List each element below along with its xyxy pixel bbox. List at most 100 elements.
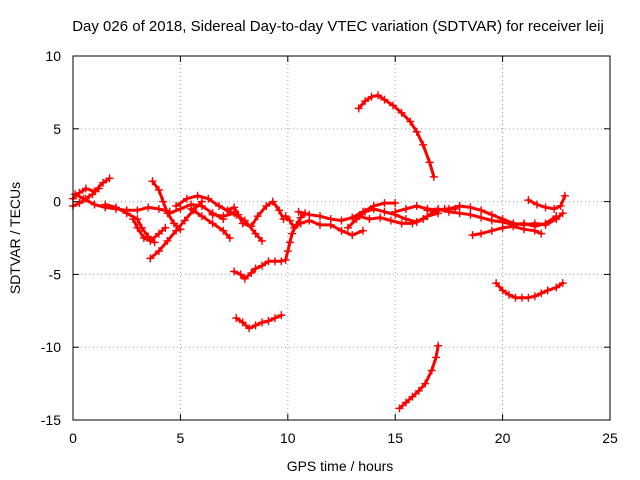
data-point <box>283 247 292 256</box>
data-point <box>552 212 561 221</box>
data-point <box>498 223 507 232</box>
data-point <box>509 222 518 231</box>
data-point <box>380 199 389 208</box>
data-point <box>290 223 299 232</box>
x-tick-label: 20 <box>495 430 511 446</box>
data-point <box>541 203 550 212</box>
data-point <box>558 279 567 288</box>
data-point <box>432 353 441 362</box>
data-point <box>144 203 153 212</box>
data-point <box>296 219 305 228</box>
chart-title: Day 026 of 2018, Sidereal Day-to-day VTE… <box>72 18 604 35</box>
data-point <box>316 212 325 221</box>
data-point <box>558 209 567 218</box>
data-point <box>498 286 507 295</box>
data-point <box>427 366 436 375</box>
data-point <box>466 203 475 212</box>
data-point <box>505 290 514 299</box>
data-point <box>376 213 385 222</box>
data-point <box>397 108 406 117</box>
data-point <box>530 292 539 301</box>
data-point <box>343 223 352 232</box>
data-point <box>281 212 290 221</box>
data-point <box>172 226 181 235</box>
data-point <box>487 226 496 235</box>
data-point <box>380 95 389 104</box>
data-point <box>247 222 256 231</box>
data-point <box>419 140 428 149</box>
y-tick-label: -5 <box>49 266 62 282</box>
data-point <box>71 190 80 199</box>
series-line <box>284 214 365 237</box>
data-point <box>466 210 475 219</box>
data-point <box>258 236 267 245</box>
data-point <box>182 194 191 203</box>
series-arc-13 <box>230 257 286 283</box>
data-point <box>477 229 486 238</box>
data-point <box>208 210 217 219</box>
data-point <box>163 236 172 245</box>
data-point <box>281 255 290 264</box>
y-tick-label: -10 <box>41 339 61 355</box>
series-line <box>151 179 182 231</box>
data-point <box>414 386 423 395</box>
data-point <box>412 127 421 136</box>
data-point <box>386 216 395 225</box>
data-point <box>487 216 496 225</box>
y-tick-label: 0 <box>53 194 61 210</box>
data-point <box>556 201 565 210</box>
data-point <box>429 172 438 181</box>
data-point <box>258 318 267 327</box>
data-point <box>253 212 262 221</box>
series-line <box>226 200 285 228</box>
data-point <box>245 324 254 333</box>
data-point <box>139 234 148 242</box>
x-tick-label: 15 <box>387 430 403 446</box>
series-arc-26 <box>395 341 443 413</box>
series-arc-9 <box>172 191 241 219</box>
data-point <box>197 212 206 221</box>
data-point <box>133 223 142 232</box>
data-point <box>215 201 224 210</box>
data-point <box>543 286 552 295</box>
data-point <box>236 270 245 279</box>
data-point <box>277 257 286 266</box>
data-point <box>397 219 406 228</box>
data-point <box>75 199 84 208</box>
series-arc-5 <box>129 215 170 245</box>
data-point <box>150 238 159 247</box>
data-point <box>219 226 228 235</box>
x-tick-label: 5 <box>177 430 185 446</box>
data-point <box>444 207 453 216</box>
data-point <box>154 204 163 213</box>
data-point <box>94 184 103 193</box>
data-point <box>412 201 421 210</box>
series-arc-17 <box>294 199 400 225</box>
data-point <box>391 199 400 208</box>
series-arc-10 <box>187 204 234 242</box>
data-point <box>90 200 99 209</box>
data-point <box>365 215 374 224</box>
data-point <box>520 225 529 234</box>
data-point <box>541 219 550 228</box>
data-point <box>337 216 346 225</box>
data-point <box>247 268 256 277</box>
data-point <box>146 236 155 245</box>
data-point <box>79 194 88 203</box>
data-point <box>208 219 217 228</box>
data-point <box>101 200 110 209</box>
data-point <box>380 207 389 216</box>
data-point <box>434 341 443 350</box>
data-point <box>354 104 363 113</box>
data-point <box>122 209 131 218</box>
data-point <box>275 206 284 215</box>
series-arc-22 <box>468 222 546 240</box>
data-point <box>161 223 170 232</box>
plot-area-frame <box>72 55 611 421</box>
data-point <box>348 231 357 240</box>
data-point <box>358 226 367 235</box>
data-point <box>238 318 247 327</box>
x-axis-label: GPS time / hours <box>287 458 394 474</box>
data-point <box>133 206 142 215</box>
